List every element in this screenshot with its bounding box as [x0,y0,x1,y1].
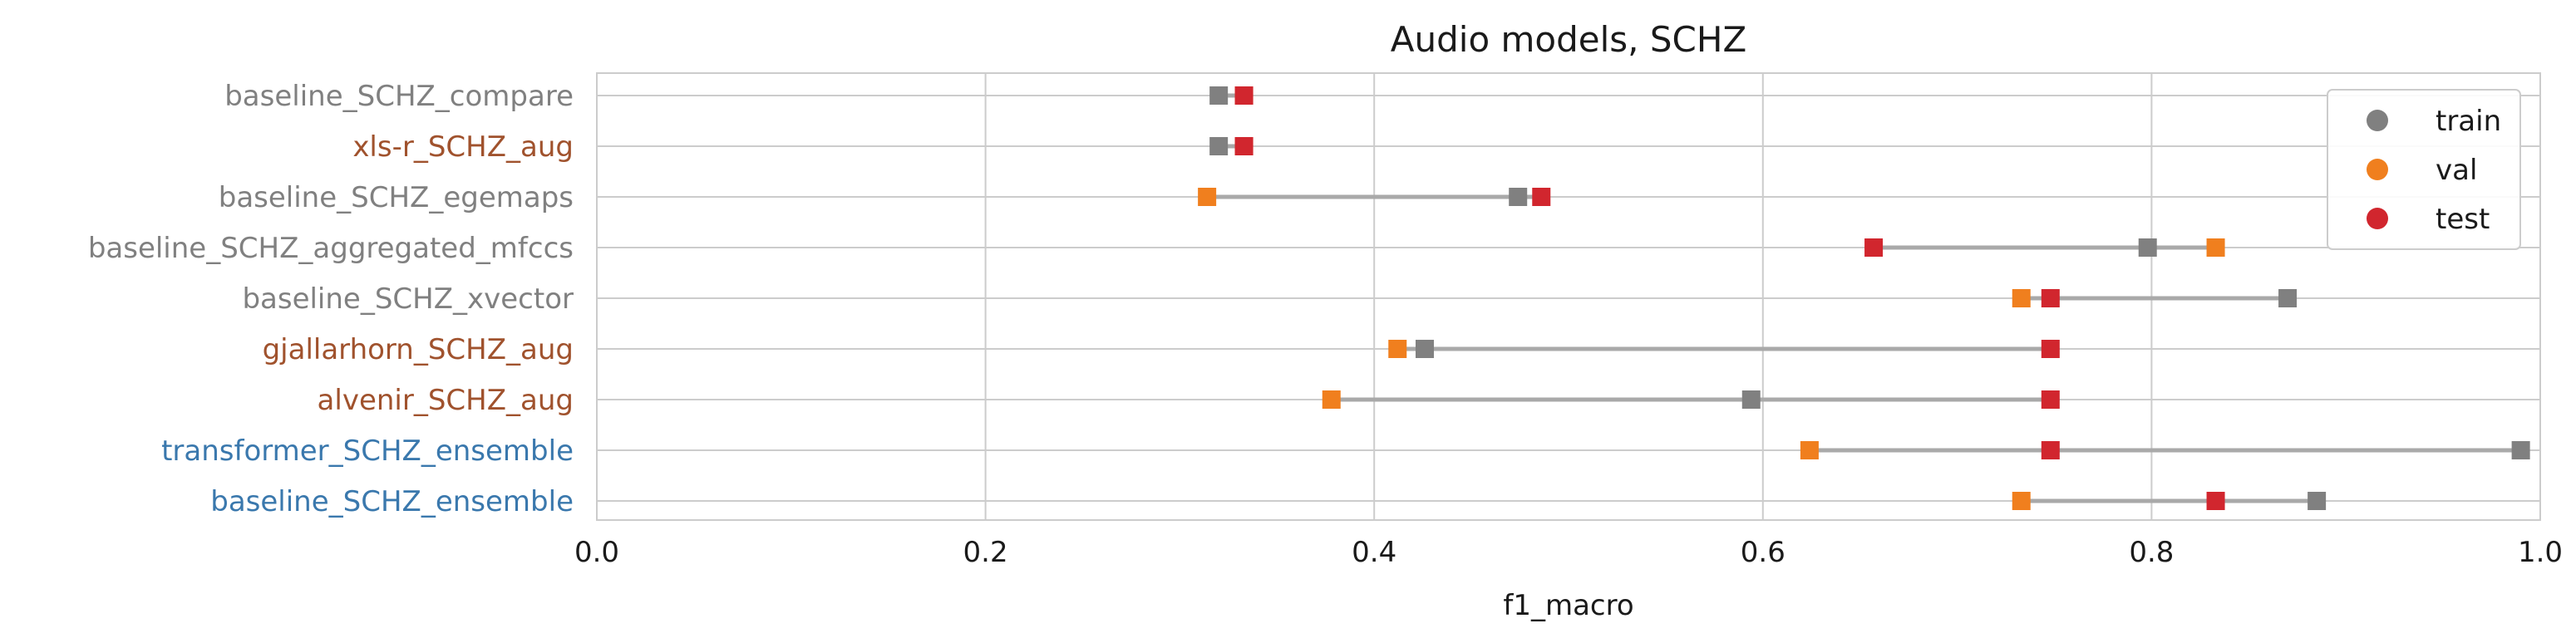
train-point [2511,441,2530,459]
test-point [1864,238,1884,257]
y-tick-label: gjallarhorn_SCHZ_aug [263,333,574,366]
val-point [1800,441,1819,459]
train-point [1209,86,1229,105]
y-axis-labels: baseline_SCHZ_compare xls-r_SCHZ_augbasel… [88,80,574,518]
test-point [2041,289,2060,307]
y-tick-label: transformer_SCHZ_ensemble [161,434,574,468]
test-point [2041,441,2060,459]
train-point [1741,390,1761,409]
x-tick-label: 0.4 [1352,536,1396,569]
test-point [1234,137,1254,155]
train-point [2308,492,2327,510]
test-point [2041,340,2060,358]
range-lines [1207,93,2521,503]
train-point [1209,137,1229,155]
data-points [1198,86,2530,510]
val-point [1322,390,1341,409]
val-point [2206,238,2225,257]
legend-label-train: train [2436,105,2501,138]
test-point [1234,86,1254,105]
x-axis-label: f1_macro [1503,589,1633,622]
y-tick-label: baseline_SCHZ_aggregated_mfccs [88,232,574,265]
legend-label-val: val [2436,154,2477,187]
train-point [2138,238,2157,257]
train-point [1509,188,1528,206]
y-tick-label: baseline_SCHZ_egemaps [219,181,574,214]
legend: train val test [2327,89,2521,250]
plot-frame [596,72,2541,521]
y-tick-label: xls-r_SCHZ_aug [352,130,574,164]
train-point [1415,340,1434,358]
val-point [2012,289,2031,307]
legend-marker-test [2367,208,2388,229]
val-point [1388,340,1407,358]
x-tick-label: 0.6 [1741,536,1785,569]
val-point [2012,492,2031,510]
x-tick-label: 0.2 [963,536,1008,569]
val-point [1198,188,1217,206]
train-point [2278,289,2298,307]
x-tick-label: 0.8 [2129,536,2174,569]
x-tick-label: 0.0 [574,536,619,569]
test-point [2206,492,2225,510]
test-point [2041,390,2060,409]
x-axis-ticks: 0.0 0.2 0.4 0.6 0.8 1.0 [574,536,2563,569]
y-tick-label: baseline_SCHZ_compare [224,80,574,113]
legend-marker-val [2367,159,2388,180]
chart-title: Audio models, SCHZ [1391,19,1746,60]
legend-label-test: test [2436,203,2490,236]
x-tick-label: 1.0 [2518,536,2563,569]
legend-marker-train [2367,110,2388,131]
test-point [1532,188,1551,206]
y-tick-label: baseline_SCHZ_ensemble [210,485,574,518]
y-tick-label: alvenir_SCHZ_aug [318,384,574,417]
y-tick-label: baseline_SCHZ_xvector [242,282,574,316]
